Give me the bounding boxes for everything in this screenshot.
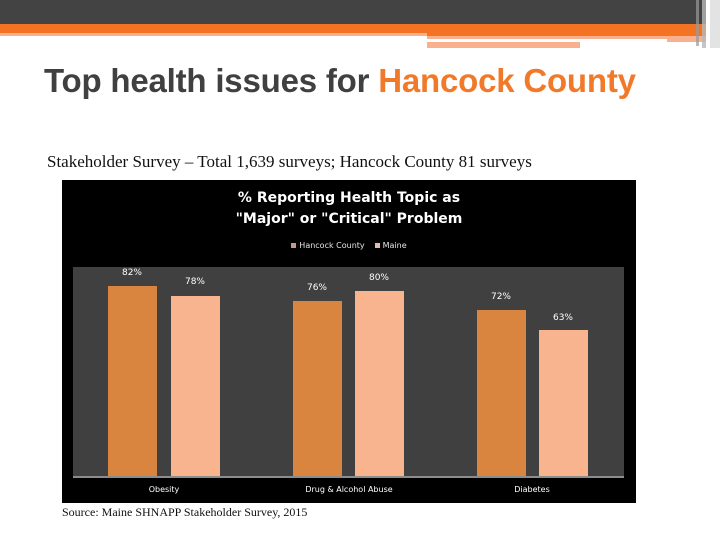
category-label-obesity: Obesity — [148, 485, 180, 494]
data-label: 82% — [121, 268, 142, 278]
bar-chart: % Reporting Health Topic as "Major" or "… — [62, 180, 636, 503]
category-label-drug-alcohol: Drug & Alcohol Abuse — [305, 485, 393, 494]
source-note: Source: Maine SHNAPP Stakeholder Survey,… — [62, 505, 308, 519]
legend-item-hancock: Hancock County — [291, 241, 365, 250]
legend-swatch-hancock — [291, 243, 297, 248]
legend-label-maine: Maine — [382, 241, 407, 250]
chart-title-line2: "Major" or "Critical" Problem — [235, 211, 463, 227]
category-label-diabetes: Diabetes — [514, 485, 550, 494]
bar-diabetes-hancock — [477, 310, 526, 476]
header-vertical-bar — [710, 0, 720, 48]
header-orange-band — [0, 24, 706, 33]
legend-swatch-maine — [374, 243, 380, 248]
header-light-stripe — [0, 33, 427, 36]
data-label: 63% — [552, 313, 573, 323]
header-dark-band — [0, 0, 706, 24]
slide-title-accent: Hancock County — [378, 62, 636, 99]
bar-obesity-hancock — [108, 286, 157, 476]
header-vertical-bar — [696, 0, 699, 46]
header-light-stripe — [427, 42, 580, 48]
bar-drug-alcohol-maine — [355, 291, 404, 476]
data-label: 80% — [368, 273, 389, 283]
slide-subtitle: Stakeholder Survey – Total 1,639 surveys… — [47, 152, 532, 171]
data-label: 78% — [184, 277, 205, 287]
slide-title: Top health issues for Hancock County — [44, 62, 636, 100]
chart-title: % Reporting Health Topic as "Major" or "… — [62, 188, 636, 230]
header-orange-stripe — [427, 33, 706, 36]
header-white-stripe — [427, 39, 667, 42]
header-vertical-bar — [702, 0, 706, 48]
data-label: 72% — [490, 292, 511, 302]
slide-title-prefix: Top health issues for — [44, 62, 379, 99]
bar-diabetes-maine — [539, 330, 588, 476]
chart-legend: Hancock County Maine — [62, 241, 636, 250]
legend-label-hancock: Hancock County — [299, 241, 365, 250]
plot-area: 82% 78% 76% 80% 72% 63% — [73, 267, 624, 478]
x-axis-line — [73, 476, 624, 478]
legend-item-maine: Maine — [374, 241, 407, 250]
data-label: 76% — [306, 283, 327, 293]
bar-drug-alcohol-hancock — [293, 301, 342, 476]
chart-title-line1: % Reporting Health Topic as — [237, 190, 461, 206]
bar-obesity-maine — [171, 296, 220, 476]
